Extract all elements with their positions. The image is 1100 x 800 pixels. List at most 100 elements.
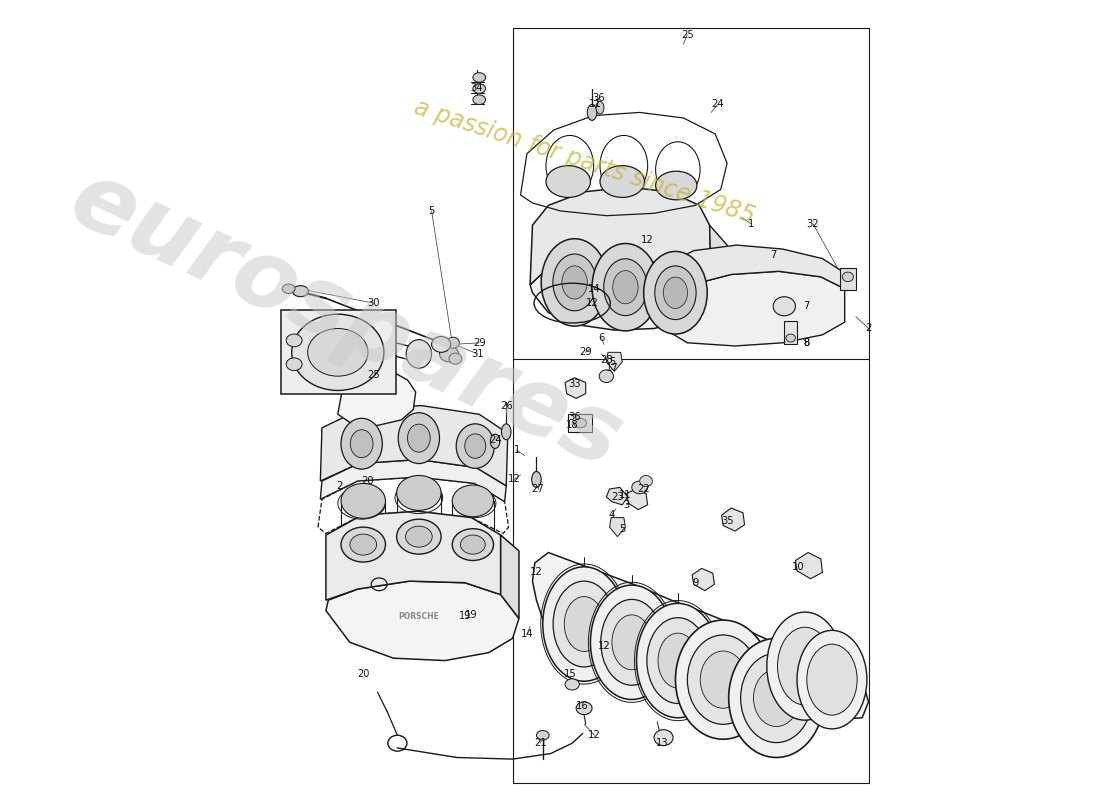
Ellipse shape — [640, 475, 652, 486]
Text: 12: 12 — [641, 234, 654, 245]
Ellipse shape — [447, 338, 460, 348]
Text: 35: 35 — [720, 516, 734, 526]
Text: 20: 20 — [358, 669, 370, 679]
Ellipse shape — [688, 635, 759, 724]
Ellipse shape — [574, 418, 586, 428]
Ellipse shape — [644, 251, 707, 334]
Polygon shape — [530, 187, 712, 287]
Text: 12: 12 — [597, 642, 611, 651]
Polygon shape — [609, 518, 626, 537]
Text: 34: 34 — [470, 82, 482, 93]
Ellipse shape — [778, 627, 833, 705]
Ellipse shape — [596, 102, 604, 114]
Text: 5: 5 — [428, 206, 435, 216]
Ellipse shape — [465, 434, 486, 458]
Ellipse shape — [740, 654, 812, 742]
Polygon shape — [320, 406, 508, 486]
Ellipse shape — [564, 597, 604, 651]
Text: 19: 19 — [459, 611, 471, 621]
Ellipse shape — [341, 418, 383, 469]
Ellipse shape — [773, 297, 795, 316]
Ellipse shape — [473, 95, 485, 105]
Ellipse shape — [491, 434, 499, 449]
Ellipse shape — [449, 353, 462, 364]
Text: 10: 10 — [792, 562, 805, 572]
Ellipse shape — [565, 679, 580, 690]
Text: 7: 7 — [803, 302, 810, 311]
Ellipse shape — [798, 630, 867, 729]
Bar — [784, 321, 798, 344]
Ellipse shape — [473, 73, 485, 82]
Ellipse shape — [604, 258, 647, 315]
Ellipse shape — [728, 638, 824, 758]
Ellipse shape — [754, 670, 800, 726]
Text: 29: 29 — [580, 347, 592, 358]
Ellipse shape — [283, 284, 295, 294]
Polygon shape — [320, 459, 506, 502]
Ellipse shape — [541, 238, 608, 326]
Ellipse shape — [601, 599, 663, 686]
Text: 18: 18 — [565, 421, 579, 430]
Text: 8: 8 — [803, 338, 810, 348]
Polygon shape — [338, 372, 416, 426]
Ellipse shape — [767, 612, 843, 720]
Polygon shape — [663, 271, 845, 346]
Ellipse shape — [587, 105, 597, 120]
Text: 12: 12 — [585, 298, 598, 308]
Ellipse shape — [350, 430, 373, 458]
Ellipse shape — [308, 329, 369, 376]
Ellipse shape — [785, 334, 795, 342]
Text: 20: 20 — [362, 476, 374, 486]
Ellipse shape — [613, 270, 638, 304]
Ellipse shape — [843, 272, 854, 282]
Polygon shape — [722, 508, 745, 531]
Ellipse shape — [591, 585, 673, 699]
Ellipse shape — [286, 358, 302, 370]
Text: 16: 16 — [576, 701, 588, 711]
Ellipse shape — [654, 730, 673, 746]
Ellipse shape — [553, 254, 596, 311]
Ellipse shape — [502, 424, 512, 440]
Text: 36: 36 — [592, 93, 605, 103]
Ellipse shape — [701, 651, 746, 708]
Ellipse shape — [592, 243, 659, 331]
Text: 1: 1 — [514, 445, 520, 455]
Text: 7: 7 — [770, 250, 777, 261]
Ellipse shape — [562, 266, 587, 299]
Text: 11: 11 — [619, 490, 631, 500]
Text: 14: 14 — [520, 630, 534, 639]
Text: 9: 9 — [692, 578, 698, 588]
Text: 14: 14 — [588, 284, 601, 294]
Bar — [280, 310, 396, 394]
Text: 12: 12 — [508, 474, 520, 485]
Text: 25: 25 — [681, 30, 694, 39]
Ellipse shape — [473, 84, 485, 94]
Text: 12: 12 — [530, 567, 542, 578]
Ellipse shape — [440, 346, 459, 362]
Ellipse shape — [537, 730, 549, 740]
Text: eurospares: eurospares — [56, 153, 636, 489]
Text: 23: 23 — [612, 492, 624, 502]
Ellipse shape — [806, 644, 857, 715]
Ellipse shape — [461, 535, 485, 554]
Ellipse shape — [576, 702, 592, 714]
Polygon shape — [710, 226, 727, 306]
Ellipse shape — [456, 424, 494, 468]
Polygon shape — [692, 569, 714, 590]
Text: 21: 21 — [534, 738, 547, 748]
Text: 3: 3 — [623, 500, 629, 510]
Ellipse shape — [656, 171, 697, 200]
Text: 32: 32 — [806, 218, 820, 229]
Text: 13: 13 — [656, 738, 669, 748]
Polygon shape — [326, 511, 500, 600]
Text: 36: 36 — [569, 413, 581, 422]
Text: 5: 5 — [619, 524, 626, 534]
Text: 5: 5 — [608, 357, 615, 367]
Ellipse shape — [553, 581, 615, 667]
Text: 30: 30 — [367, 298, 380, 308]
Polygon shape — [500, 535, 519, 618]
Ellipse shape — [600, 370, 614, 382]
Text: 27: 27 — [531, 484, 544, 494]
Text: 2: 2 — [866, 323, 871, 334]
Ellipse shape — [341, 527, 385, 562]
